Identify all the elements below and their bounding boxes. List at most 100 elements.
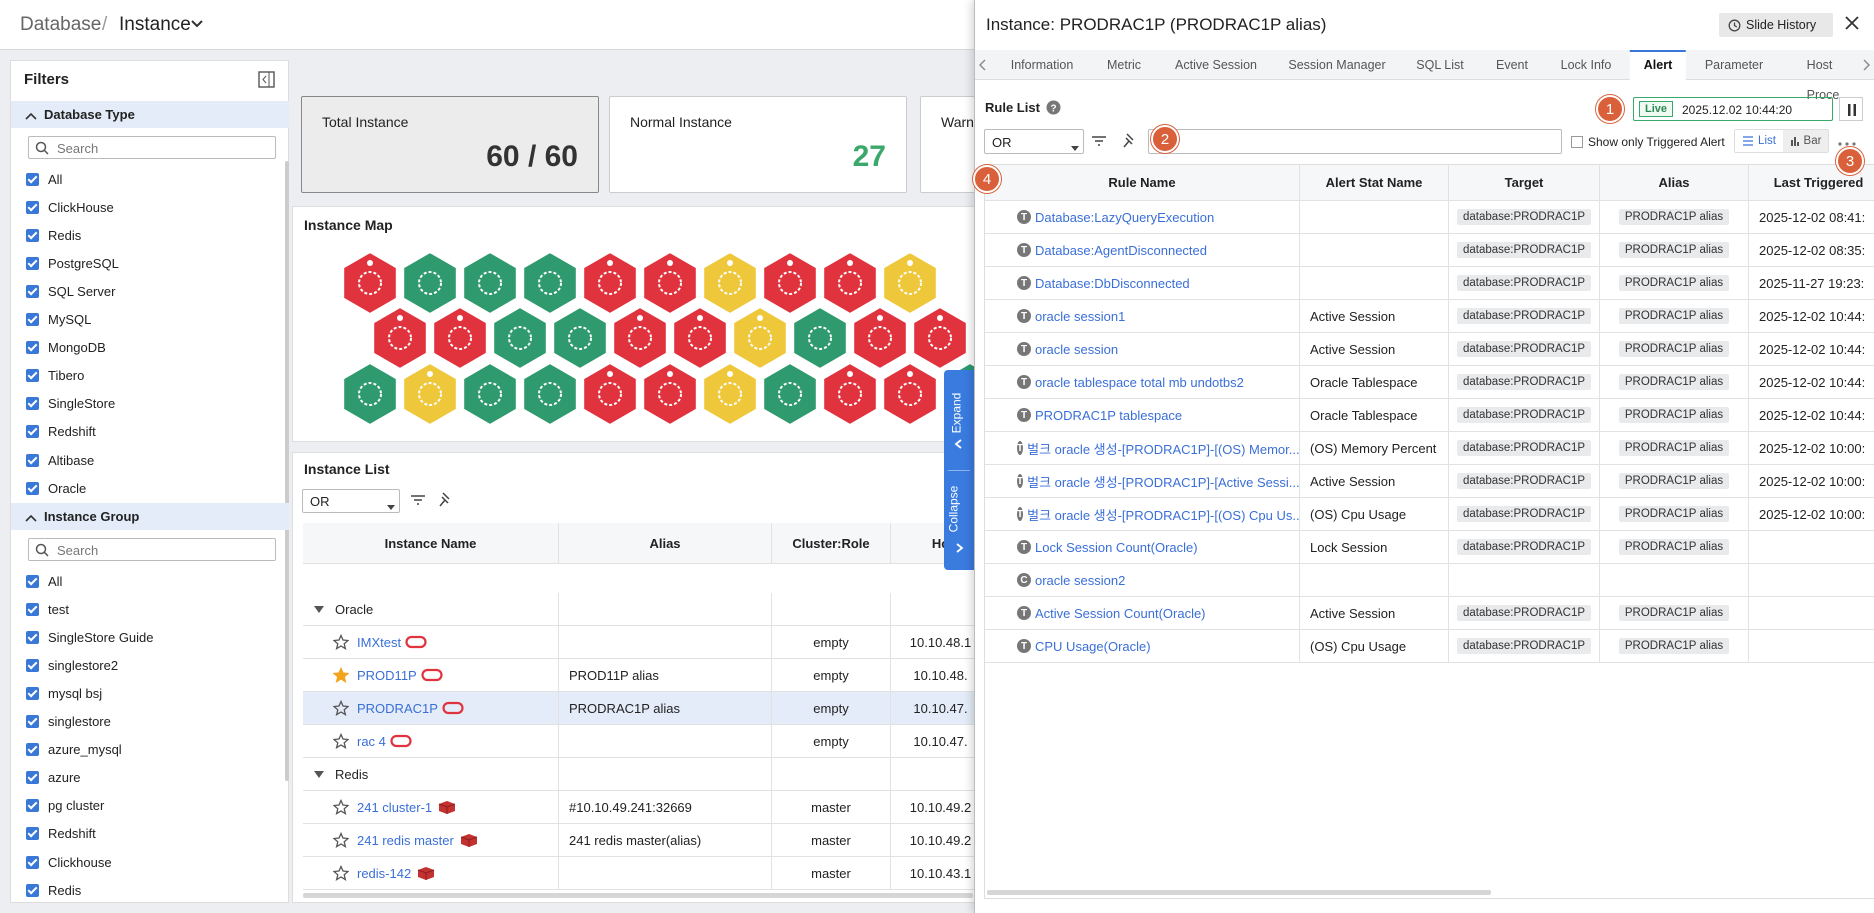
rule-row[interactable]: T Active Session Count(Oracle) [984, 597, 1300, 630]
instance-hex[interactable] [402, 361, 458, 427]
filter-group-header[interactable]: Instance Group [11, 503, 289, 530]
instance-row[interactable]: rac 4 [303, 725, 559, 758]
help-icon[interactable]: ? [1046, 100, 1061, 115]
instance-hex[interactable] [912, 305, 968, 371]
rule-name[interactable]: 벌크 oracle 생성-[PRODRAC1P]-[(OS) Memor... [1027, 441, 1300, 457]
tab[interactable]: Parameter [1704, 58, 1764, 72]
rule-row[interactable]: T CPU Usage(Oracle) [984, 630, 1300, 663]
filter-item[interactable]: All [26, 571, 276, 591]
favorite-star[interactable] [332, 699, 350, 716]
checkbox[interactable] [26, 574, 39, 588]
instance-hex[interactable] [582, 250, 638, 316]
summary-card[interactable]: Normal Instance 27 [609, 96, 907, 193]
filter-item[interactable]: singlestore [26, 712, 276, 732]
instance-hex[interactable] [732, 305, 788, 371]
rule-name[interactable]: 벌크 oracle 생성-[PRODRAC1P]-[Active Sessi..… [1027, 474, 1300, 490]
checkbox[interactable] [26, 228, 39, 242]
checkbox[interactable] [26, 453, 39, 467]
instance-name[interactable]: PROD11P [357, 667, 417, 683]
instance-hex[interactable] [342, 250, 398, 316]
rule-name[interactable]: oracle session [1035, 341, 1119, 357]
rule-row[interactable]: T Lock Session Count(Oracle) [984, 531, 1300, 564]
instance-name[interactable]: IMXtest [357, 634, 402, 650]
checkbox[interactable] [26, 256, 39, 270]
instance-hex[interactable] [822, 361, 878, 427]
rule-row[interactable]: T Database:AgentDisconnected [984, 234, 1300, 267]
instance-hex[interactable] [702, 361, 758, 427]
instance-hex[interactable] [402, 250, 458, 316]
group-row[interactable]: Redis [303, 758, 559, 791]
instance-row[interactable]: IMXtest [303, 626, 559, 659]
rule-row[interactable]: T PRODRAC1P tablespace [984, 399, 1300, 432]
pause-button[interactable] [1839, 97, 1863, 121]
instance-hex[interactable] [642, 250, 698, 316]
rule-name[interactable]: Database:DbDisconnected [1035, 275, 1190, 291]
filter-item[interactable]: azure [26, 768, 276, 788]
rule-row[interactable]: T Database:DbDisconnected [984, 267, 1300, 300]
instance-hex[interactable] [792, 305, 848, 371]
instance-hex[interactable] [372, 305, 428, 371]
favorite-star[interactable] [332, 864, 350, 881]
instance-hex[interactable] [522, 250, 578, 316]
filter-item[interactable]: Redshift [26, 422, 276, 442]
filter-item[interactable]: SQL Server [26, 281, 276, 301]
instance-name[interactable]: 241 redis master [357, 832, 454, 848]
filter-item[interactable]: SingleStore [26, 394, 276, 414]
checkbox[interactable] [26, 172, 39, 186]
instance-hex[interactable] [702, 250, 758, 316]
tab[interactable]: Active Session [1175, 58, 1257, 72]
close-button[interactable] [1844, 15, 1860, 31]
favorite-star[interactable] [332, 666, 350, 683]
checkbox[interactable] [26, 715, 39, 728]
checkbox[interactable] [26, 313, 39, 326]
rule-row[interactable]: T 벌크 oracle 생성-[PRODRAC1P]-[(OS) Memor... [984, 432, 1300, 465]
checkbox[interactable] [26, 481, 39, 495]
summary-card[interactable]: Total Instance 60 / 60 [301, 96, 599, 193]
instance-hex[interactable] [462, 250, 518, 316]
expand-collapse-tab[interactable]: Expand Collapse [944, 370, 974, 570]
filter-item[interactable]: All [26, 169, 276, 189]
rule-row[interactable]: T 벌크 oracle 생성-[PRODRAC1P]-[Active Sessi.… [984, 465, 1300, 498]
checkbox[interactable] [26, 200, 39, 214]
filter-item[interactable]: Redis [26, 880, 276, 900]
group-row[interactable]: Oracle [303, 593, 559, 626]
instance-hex[interactable] [582, 361, 638, 427]
instance-hex[interactable] [762, 361, 818, 427]
tab[interactable]: Information [1010, 58, 1074, 72]
checkbox[interactable] [26, 630, 39, 644]
filter-item[interactable]: Oracle [26, 478, 276, 498]
filter-item[interactable]: SingleStore Guide [26, 627, 276, 647]
collapse-filters[interactable] [258, 71, 276, 89]
filter-item[interactable]: Tibero [26, 366, 276, 386]
filter-item[interactable]: Clickhouse [26, 852, 276, 872]
instance-row[interactable]: redis-142 [303, 857, 559, 890]
rule-name[interactable]: oracle tablespace total mb undotbs2 [1035, 374, 1244, 390]
rule-name[interactable]: Database:LazyQueryExecution [1035, 209, 1215, 225]
checkbox[interactable] [26, 799, 39, 813]
instance-hex[interactable] [822, 250, 878, 316]
filter-item[interactable]: mysql bsj [26, 683, 276, 703]
rule-name[interactable]: Database:AgentDisconnected [1035, 242, 1208, 258]
instance-hex[interactable] [342, 361, 398, 427]
tab[interactable]: Event [1496, 58, 1528, 72]
checkbox[interactable] [26, 686, 39, 700]
pin-button[interactable] [438, 491, 454, 509]
tab[interactable]: SQL List [1416, 58, 1464, 72]
breadcrumb-page[interactable]: Instance [119, 14, 191, 35]
checkbox[interactable] [26, 284, 39, 298]
instance-hex[interactable] [492, 305, 548, 371]
tab[interactable]: Host Proce [1806, 58, 1840, 102]
filter-button[interactable] [409, 491, 427, 509]
rule-row[interactable]: T 벌크 oracle 생성-[PRODRAC1P]-[(OS) Cpu Us..… [984, 498, 1300, 531]
rule-name[interactable]: Lock Session Count(Oracle) [1035, 539, 1198, 555]
tab[interactable]: Lock Info [1560, 58, 1612, 72]
checkbox[interactable] [26, 425, 39, 439]
filter-item[interactable]: azure_mysql [26, 740, 276, 760]
instance-row[interactable]: 241 cluster-1 [303, 791, 559, 824]
view-list[interactable]: List [1735, 130, 1783, 152]
instance-hex[interactable] [612, 305, 668, 371]
instance-name[interactable]: rac 4 [357, 733, 386, 749]
instance-hex[interactable] [552, 305, 608, 371]
